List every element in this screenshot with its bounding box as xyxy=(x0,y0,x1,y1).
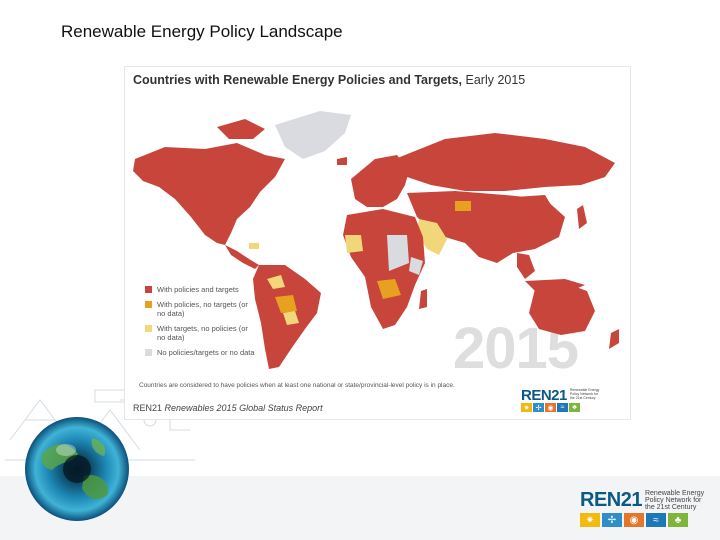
region-madagascar xyxy=(419,289,427,309)
legend-item: With policies and targets xyxy=(145,285,255,294)
logo-icons: ✷ ✢ ◉ ≈ ♣ xyxy=(521,403,581,412)
legend-swatch xyxy=(145,286,152,293)
region-south-america-orange xyxy=(275,295,297,313)
region-new-zealand xyxy=(609,329,619,349)
region-africa-west-yellow xyxy=(345,235,363,253)
map-footnote: Countries are considered to have policie… xyxy=(139,382,455,389)
ren21-logo-small: REN21 Renewable Energy Policy Network fo… xyxy=(521,387,604,412)
map-source: REN21 Renewables 2015 Global Status Repo… xyxy=(133,403,323,413)
region-africa-central-orange xyxy=(377,279,401,299)
slide-title: Renewable Energy Policy Landscape xyxy=(61,22,343,41)
region-japan xyxy=(577,205,587,229)
logo-tagline: Renewable Energy Policy Network for the … xyxy=(644,490,705,511)
region-south-america-yellow xyxy=(267,275,285,289)
legend-label: No policies/targets or no data xyxy=(157,348,255,357)
geothermal-icon: ◉ xyxy=(624,513,644,527)
hydro-icon: ≈ xyxy=(646,513,666,527)
legend-item: With targets, no policies (or no data) xyxy=(145,324,255,342)
geothermal-icon: ◉ xyxy=(545,403,556,412)
region-russia xyxy=(395,133,615,191)
hydro-icon: ≈ xyxy=(557,403,568,412)
region-iceland xyxy=(337,157,347,165)
solar-icon: ✷ xyxy=(521,403,532,412)
logo-wordmark: REN21 xyxy=(521,387,567,404)
region-africa-east-gray xyxy=(409,257,423,275)
ren21-logo-large: REN21 Renewable Energy Policy Network fo… xyxy=(580,489,705,527)
region-arabian-peninsula xyxy=(417,219,447,255)
region-central-america xyxy=(225,245,259,269)
region-caribbean xyxy=(249,243,259,249)
biomass-icon: ♣ xyxy=(569,403,580,412)
region-central-asia-orange xyxy=(455,201,471,211)
region-bolivia xyxy=(283,311,299,325)
source-report: Renewables 2015 Global Status Report xyxy=(164,403,323,413)
region-asia xyxy=(407,191,565,263)
logo-tagline: Renewable Energy Policy Network for the … xyxy=(569,388,600,400)
region-australia xyxy=(529,283,595,335)
logo-wordmark: REN21 xyxy=(580,489,642,511)
legend-label: With policies and targets xyxy=(157,285,239,294)
legend-swatch xyxy=(145,349,152,356)
map-title-main: Countries with Renewable Energy Policies… xyxy=(133,73,463,87)
region-europe xyxy=(351,155,409,207)
world-map xyxy=(133,111,619,369)
map-panel: 2015 Count xyxy=(124,66,631,420)
solar-icon: ✷ xyxy=(580,513,600,527)
region-greenland xyxy=(275,111,351,159)
legend-swatch xyxy=(145,301,152,308)
map-title-date: Early 2015 xyxy=(462,73,526,87)
source-org: REN21 xyxy=(133,403,165,413)
legend-item: With policies, no targets (or no data) xyxy=(145,300,255,318)
map-title: Countries with Renewable Energy Policies… xyxy=(133,73,525,87)
legend-swatch xyxy=(145,325,152,332)
wind-icon: ✢ xyxy=(533,403,544,412)
biomass-icon: ♣ xyxy=(668,513,688,527)
region-africa-gray xyxy=(387,235,409,271)
legend-item: No policies/targets or no data xyxy=(145,348,255,357)
eye-globe-icon xyxy=(25,417,129,521)
wind-icon: ✢ xyxy=(602,513,622,527)
logo-icons: ✷ ✢ ◉ ≈ ♣ xyxy=(580,513,690,527)
region-arctic-islands xyxy=(217,119,265,139)
region-north-america xyxy=(133,143,285,245)
region-southeast-asia xyxy=(517,253,535,279)
legend-label: With policies, no targets (or no data) xyxy=(157,300,248,318)
region-mongolia xyxy=(515,195,551,207)
legend-label: With targets, no policies (or no data) xyxy=(157,324,248,342)
map-legend: With policies and targets With policies,… xyxy=(145,285,255,363)
